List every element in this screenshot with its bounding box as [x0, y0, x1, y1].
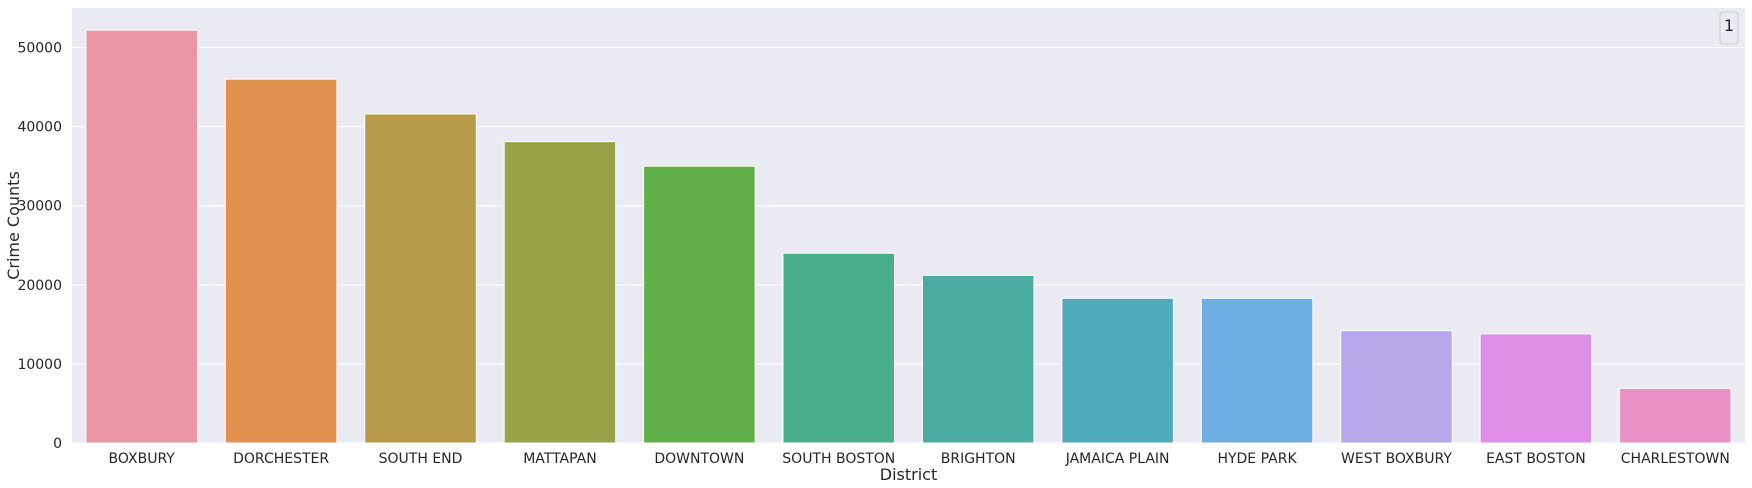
bar-west-boxbury	[1340, 330, 1453, 444]
bars	[85, 29, 1732, 444]
y-tick-label: 30000	[17, 199, 62, 215]
x-tick-label: EAST BOSTON	[1486, 451, 1586, 467]
bar-mattapan	[503, 141, 617, 444]
x-tick-label: CHARLESTOWN	[1621, 451, 1730, 467]
y-tick-label: 0	[53, 436, 62, 452]
plot-background	[72, 8, 1745, 443]
x-tick-label: HYDE PARK	[1217, 451, 1297, 467]
x-tick-label: MATTAPAN	[523, 451, 597, 467]
x-tick-label: JAMAICA PLAIN	[1065, 451, 1170, 467]
bar-downtown	[643, 165, 756, 444]
y-tick-label: 10000	[17, 357, 62, 373]
bar-east-boston	[1479, 333, 1593, 444]
x-axis-label: District	[880, 465, 937, 484]
y-tick-label: 50000	[17, 41, 62, 57]
y-tick-label: 20000	[17, 278, 62, 294]
legend: 1	[1719, 11, 1739, 45]
x-tick-label: DOWNTOWN	[654, 451, 744, 467]
x-tick-label: BRIGHTON	[941, 451, 1016, 467]
grid-lines	[72, 46, 1745, 444]
x-tick-label: SOUTH BOSTON	[782, 451, 895, 467]
bar-south-end	[364, 113, 477, 444]
y-axis-label: Crime Counts	[4, 171, 23, 280]
bar-dorchester	[224, 78, 338, 444]
bar-jamaica-plain	[1061, 297, 1174, 444]
x-tick-labels: BOXBURY DORCHESTER SOUTH END MATTAPAN DOWNTO…	[109, 451, 1730, 467]
x-tick-label: BOXBURY	[109, 451, 176, 467]
bar-boxbury	[85, 29, 198, 444]
x-tick-label: SOUTH END	[379, 451, 463, 467]
x-tick-label: DORCHESTER	[233, 451, 329, 467]
bar-hyde-park	[1200, 297, 1314, 444]
bar-south-boston	[782, 252, 896, 444]
legend-box	[1719, 11, 1739, 45]
legend-entry: 1	[1724, 16, 1734, 35]
y-tick-labels: 0 10000 20000 30000 40000 50000	[17, 41, 62, 452]
bar-brighton	[921, 274, 1035, 444]
y-tick-label: 40000	[17, 120, 62, 136]
x-tick-label: WEST BOXBURY	[1341, 451, 1452, 467]
bar-charlestown	[1619, 387, 1732, 444]
